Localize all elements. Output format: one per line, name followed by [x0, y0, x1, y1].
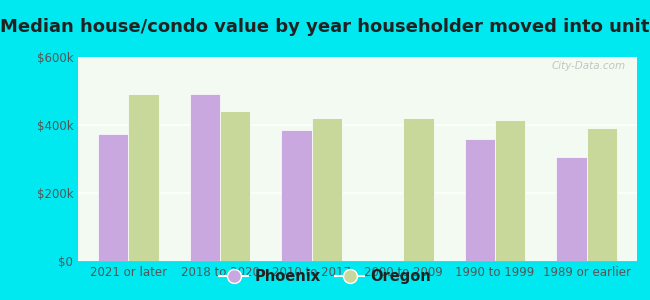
Bar: [312, 118, 342, 261]
Bar: [98, 134, 129, 261]
Bar: [403, 118, 434, 261]
Bar: [281, 130, 312, 261]
Text: Median house/condo value by year householder moved into unit: Median house/condo value by year househo…: [0, 18, 650, 36]
Bar: [556, 157, 586, 261]
Bar: [586, 128, 617, 261]
Bar: [190, 94, 220, 261]
Bar: [129, 94, 159, 261]
Bar: [465, 139, 495, 261]
Text: City-Data.com: City-Data.com: [552, 61, 626, 71]
Bar: [495, 120, 525, 261]
Legend: Phoenix, Oregon: Phoenix, Oregon: [213, 263, 437, 290]
Bar: [220, 111, 250, 261]
